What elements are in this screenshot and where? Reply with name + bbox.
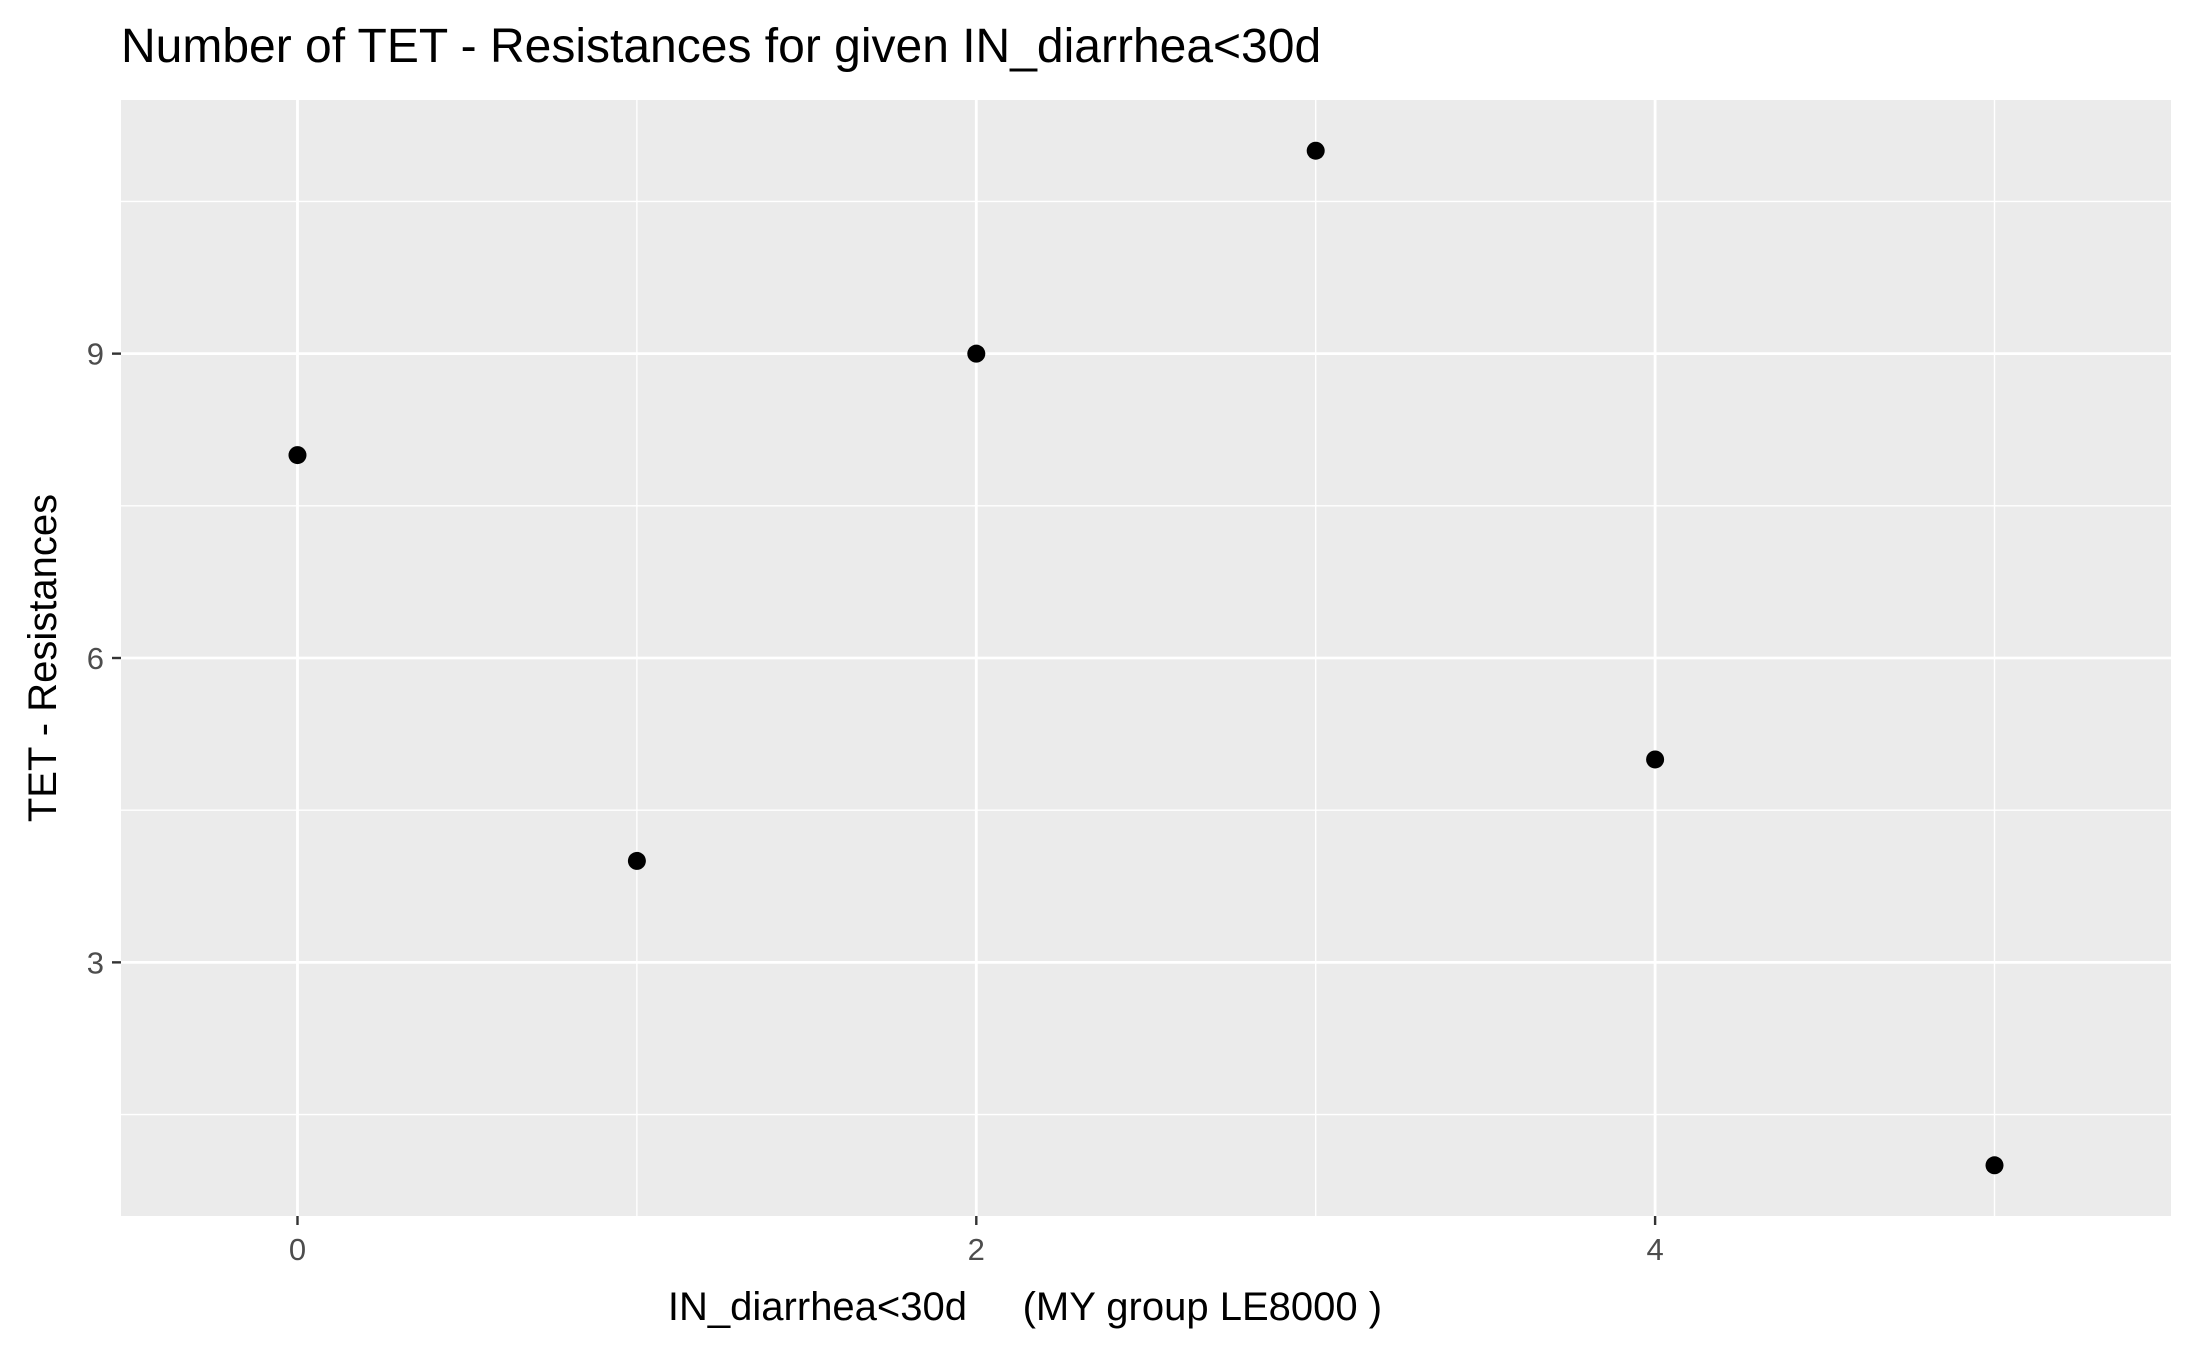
x-tick-label-2: 4 bbox=[1646, 1232, 1663, 1267]
data-points bbox=[288, 141, 2004, 1175]
chart-title: Number of TET - Resistances for given IN… bbox=[121, 20, 1321, 73]
major-gridlines bbox=[121, 100, 2171, 1216]
y-axis-title: TET - Resistances bbox=[21, 494, 65, 822]
y-axis-ticks: 3 6 9 bbox=[87, 337, 121, 980]
x-tick-label-0: 0 bbox=[289, 1232, 306, 1267]
data-point-3 bbox=[1306, 141, 1325, 160]
data-point-5 bbox=[1985, 1156, 2004, 1175]
y-tick-label-2: 9 bbox=[87, 337, 104, 372]
x-tick-label-1: 2 bbox=[968, 1232, 985, 1267]
data-point-0 bbox=[288, 446, 307, 465]
y-tick-label-1: 6 bbox=[87, 641, 104, 676]
data-point-4 bbox=[1646, 750, 1665, 769]
x-axis-ticks: 0 2 4 bbox=[289, 1216, 1664, 1267]
x-axis-title: IN_diarrhea<30d (MY group LE8000 ) bbox=[668, 1285, 1382, 1329]
y-tick-label-0: 3 bbox=[87, 945, 104, 980]
data-point-2 bbox=[967, 344, 986, 363]
data-point-1 bbox=[627, 851, 646, 870]
